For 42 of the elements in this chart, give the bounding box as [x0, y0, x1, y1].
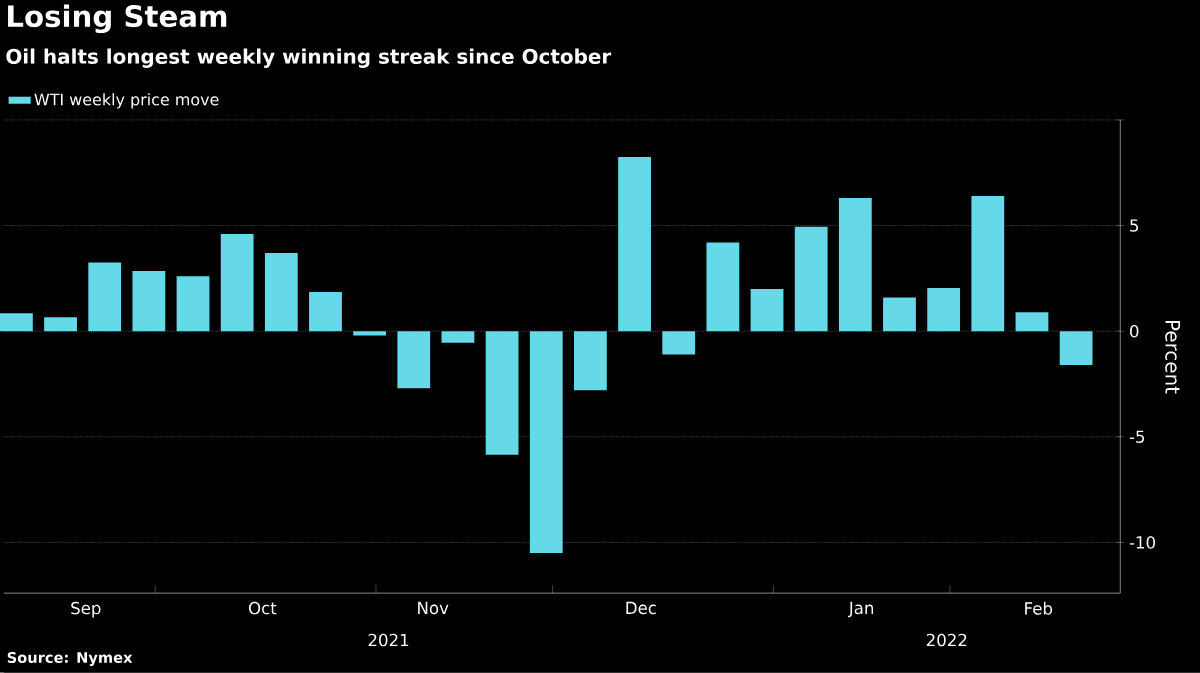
- y-tick-label: -10: [1129, 536, 1155, 549]
- x-tick-label: Jan: [847, 601, 874, 618]
- bar: [397, 331, 431, 389]
- y-tick-label: 0: [1130, 324, 1139, 338]
- bar: [176, 276, 210, 332]
- bar: [927, 287, 961, 332]
- x-tick-label: Feb: [1025, 601, 1053, 615]
- source-note: Source: Nymex: [7, 652, 133, 667]
- bar: [529, 331, 563, 554]
- bar: [794, 226, 828, 332]
- bar: [706, 242, 740, 332]
- bar: [309, 292, 342, 332]
- text: 2022: [926, 633, 967, 647]
- bar: [0, 313, 33, 332]
- chart-subtitle: Oil halts longest weekly winning streak since October: [6, 48, 612, 68]
- bar: [750, 289, 784, 332]
- bar: [1015, 312, 1049, 332]
- bar: [264, 253, 298, 332]
- legend-label: WTI weekly price move: [34, 93, 219, 109]
- bar: [971, 196, 1005, 332]
- x-tick-label: Nov: [418, 601, 449, 615]
- bar: [353, 331, 387, 336]
- bar: [441, 331, 475, 343]
- bar: [132, 271, 166, 332]
- y-tick-label: -5: [1129, 430, 1145, 444]
- x-tick-label: Oct: [248, 601, 277, 615]
- x-tick-label: Dec: [626, 601, 656, 615]
- bar: [662, 331, 696, 355]
- bar: [44, 317, 77, 332]
- bar: [618, 156, 651, 332]
- bar: [838, 198, 872, 332]
- text: 2021: [368, 633, 409, 647]
- bar: [883, 297, 916, 332]
- bar: [574, 331, 607, 391]
- bar: [220, 234, 254, 332]
- bar: [88, 262, 122, 332]
- bar: [1059, 331, 1093, 366]
- x-tick-label: Sep: [71, 601, 101, 618]
- y-axis-title: Percent: [1165, 321, 1181, 394]
- bar: [485, 331, 519, 455]
- chart-title: Losing Steam: [8, 4, 227, 34]
- y-tick-label: 5: [1130, 219, 1139, 232]
